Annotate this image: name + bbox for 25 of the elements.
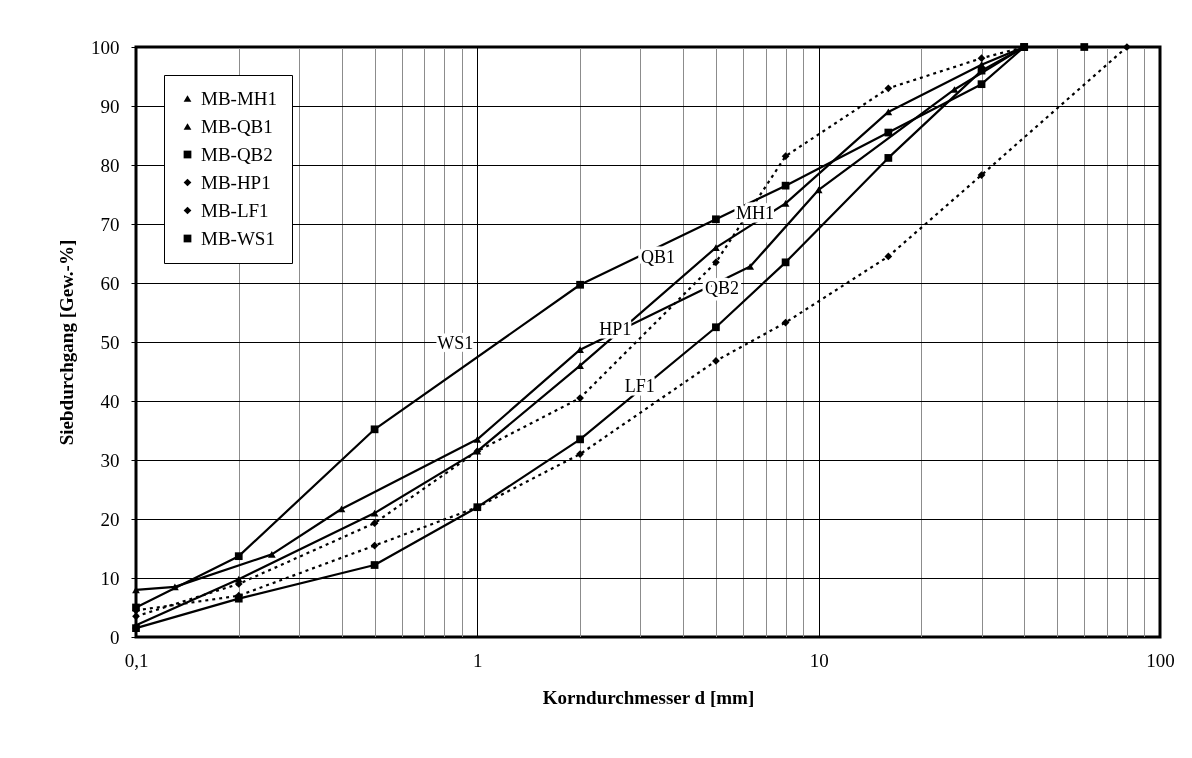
- y-tick-label: 80: [100, 154, 120, 176]
- y-tick-label: 30: [100, 449, 120, 471]
- y-tick-label: 40: [100, 390, 120, 412]
- legend-label: MB-QB2: [201, 143, 273, 165]
- y-tick-label: 20: [100, 508, 120, 530]
- y-tick-label: 90: [100, 95, 120, 117]
- legend-label: MB-MH1: [201, 87, 278, 109]
- y-tick-label: 50: [100, 331, 120, 353]
- y-axis-title: Siebdurchgang [Gew.-%]: [56, 239, 77, 446]
- y-tick-label: 0: [110, 626, 120, 648]
- x-tick-label: 100: [1146, 649, 1175, 671]
- x-tick-label: 0,1: [124, 649, 149, 671]
- annotation: QB1: [641, 247, 676, 268]
- legend-label: MB-LF1: [201, 199, 269, 221]
- y-tick-label: 10: [100, 567, 120, 589]
- y-tick-label: 70: [100, 213, 120, 235]
- y-tick-label: 60: [100, 272, 120, 294]
- annotation: QB2: [704, 277, 739, 298]
- y-tick-label: 100: [91, 36, 120, 58]
- legend-label: MB-WS1: [201, 227, 275, 249]
- x-tick-label: 1: [473, 649, 483, 671]
- x-tick-label: 10: [809, 649, 829, 671]
- legend-label: MB-HP1: [201, 171, 271, 193]
- legend-label: MB-QB1: [201, 115, 273, 137]
- x-axis-title: Korndurchmesser d [mm]: [542, 686, 755, 708]
